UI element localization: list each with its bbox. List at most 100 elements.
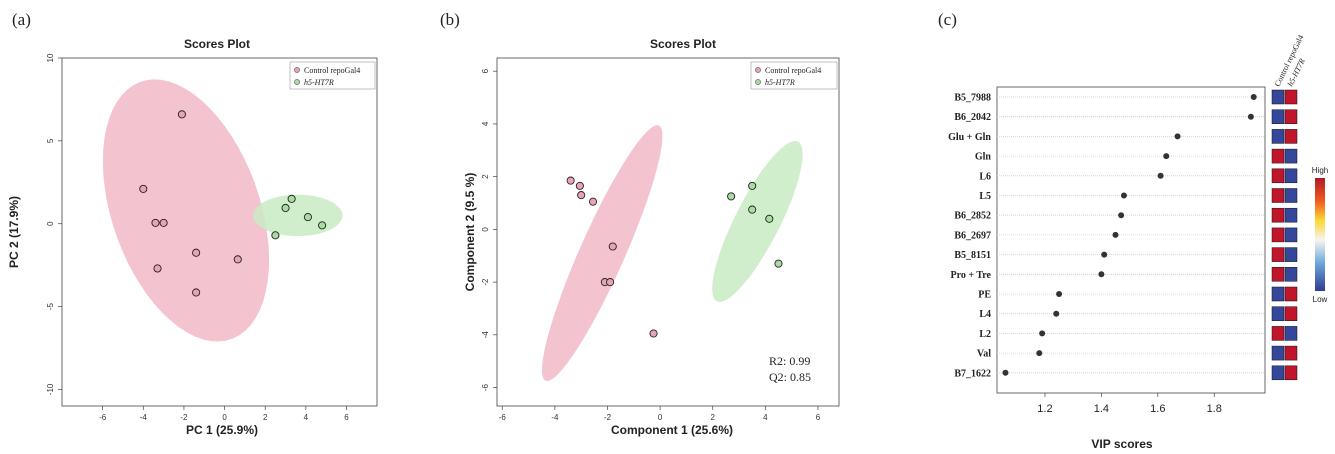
- vip-score-point: [1098, 271, 1105, 278]
- pca-treatment-point: [318, 221, 327, 230]
- pca-legend-treatment-label: h5-HT7R: [304, 78, 334, 87]
- vip-feature-label: B6_2697: [954, 230, 991, 241]
- pca-legend-treatment-swatch: [294, 79, 300, 85]
- vip-heatmap-cell: [1284, 345, 1298, 361]
- colorbar: [1315, 178, 1325, 291]
- vip-heatmap-cell: [1271, 267, 1285, 282]
- pca-treatment-point: [303, 213, 312, 222]
- plsda-x-tick-label: 4: [763, 413, 768, 422]
- plsda-treatment-point: [774, 259, 783, 268]
- vip-plot-frame: [996, 86, 1266, 394]
- pca-plot-frame: [61, 57, 378, 407]
- vip-heatmap-cell: [1284, 365, 1298, 381]
- vip-heatmap-cell: [1284, 306, 1298, 321]
- plsda-legend-box: [750, 61, 838, 90]
- vip-heatmap-cell: [1284, 188, 1298, 203]
- plsda-treatment-point: [748, 205, 757, 214]
- vip-heatmap-cell: [1271, 247, 1285, 262]
- vip-heatmap-cell: [1284, 207, 1298, 223]
- vip-x-tick-label: 1.6: [1150, 403, 1165, 415]
- plsda-x-tick-label: -2: [604, 413, 612, 422]
- plsda-y-axis-title: Component 2 (9.5 %): [463, 173, 477, 292]
- pca-control-point: [159, 218, 168, 227]
- vip-score-point: [1039, 330, 1046, 337]
- plsda-y-tick-label: 0: [481, 227, 490, 232]
- pca-y-tick-label: 10: [46, 53, 55, 62]
- plsda-x-tick-label: 6: [816, 413, 821, 422]
- vip-heatmap-cell: [1284, 148, 1298, 164]
- plsda-legend-treatment-swatch: [755, 79, 761, 85]
- vip-heatmap-cell: [1271, 188, 1285, 203]
- pca-x-tick-label: 4: [304, 413, 309, 422]
- vip-heatmap-cell: [1271, 207, 1285, 223]
- plsda-control-point: [566, 176, 575, 185]
- vip-feature-label: B7_1622: [954, 368, 991, 379]
- panel-c-letter: (c): [938, 10, 957, 29]
- plsda-y-tick-label: -2: [481, 278, 490, 286]
- plsda-y-tick-label: -4: [481, 331, 490, 339]
- pca-y-tick-label: 0: [46, 221, 55, 226]
- pca-treatment-point: [281, 203, 290, 213]
- vip-heatmap-cell: [1284, 326, 1298, 341]
- plsda-legend-control-swatch: [755, 67, 761, 73]
- pca-control-point: [139, 184, 148, 193]
- panel-a-letter: (a): [12, 10, 31, 29]
- plsda-control-confidence-ellipse: [542, 125, 663, 381]
- plsda-control-point: [649, 329, 658, 338]
- pca-control-confidence-ellipse: [102, 79, 270, 342]
- vip-score-point: [1112, 231, 1119, 238]
- vip-score-point: [1053, 310, 1060, 317]
- plsda-y-tick-label: -6: [481, 383, 490, 391]
- vip-x-tick-label: 1.4: [1094, 403, 1109, 415]
- plsda-y-tick-label: 2: [481, 174, 490, 179]
- colorbar-high-label: High: [1312, 166, 1328, 175]
- vip-score-point: [1250, 94, 1257, 100]
- pca-x-tick-label: -4: [140, 413, 148, 422]
- vip-score-point: [1036, 350, 1043, 357]
- pca-plot-title: Scores Plot: [184, 37, 250, 51]
- pca-control-point: [192, 288, 201, 297]
- plsda-control-point: [577, 191, 586, 200]
- pca-y-tick-label: -10: [46, 383, 55, 395]
- plsda-control-point: [608, 242, 617, 251]
- vip-feature-label: L5: [979, 191, 991, 202]
- pca-y-axis-title: PC 2 (17.9%): [7, 196, 21, 268]
- vip-feature-label: B6_2852: [954, 211, 991, 222]
- plsda-treatment-point: [727, 192, 736, 201]
- plsda-control-point: [606, 278, 615, 287]
- vip-heatmap-cell: [1271, 168, 1285, 184]
- vip-score-point: [1157, 172, 1164, 179]
- vip-heatmap-cell: [1284, 168, 1298, 184]
- plsda-plot-frame: [496, 57, 840, 407]
- vip-feature-label: Glu + Gln: [948, 132, 991, 143]
- plsda-control-point: [588, 197, 598, 206]
- plsda-r2-annotation: R2: 0.99: [769, 354, 810, 368]
- vip-feature-label: Gln: [975, 152, 992, 163]
- vip-feature-label: B5_7988: [954, 93, 991, 104]
- vip-feature-label: Pro + Tre: [950, 270, 991, 281]
- vip-x-axis-title: VIP scores: [1091, 437, 1152, 451]
- plsda-x-tick-label: -4: [551, 413, 559, 422]
- pca-x-tick-label: 0: [222, 413, 227, 422]
- vip-score-point: [1163, 153, 1170, 160]
- vip-score-point: [1002, 369, 1009, 376]
- pca-control-point: [192, 248, 201, 257]
- pca-legend-box: [289, 61, 376, 90]
- vip-feature-label: B5_8151: [954, 250, 991, 261]
- vip-feature-label: L6: [979, 171, 991, 182]
- plsda-scores-plot: Scores Plot -6 -4 -2 0 2 4 6 -6 -4 -2 0 2 4 6 Contro…: [463, 37, 840, 437]
- plsda-treatment-point: [765, 214, 774, 223]
- pca-x-axis-title: PC 1 (25.9%): [186, 423, 258, 437]
- pca-treatment-point: [271, 231, 280, 240]
- pca-control-point: [153, 264, 162, 273]
- pca-legend-control-label: Control repoGal4: [304, 66, 360, 75]
- pca-y-tick-label: -5: [46, 302, 55, 310]
- vip-score-point: [1101, 251, 1108, 258]
- vip-feature-label: PE: [978, 290, 991, 301]
- pca-legend-control-swatch: [294, 67, 300, 73]
- plsda-y-tick-label: 4: [481, 121, 490, 126]
- vip-score-point: [1056, 291, 1063, 297]
- vip-score-point: [1120, 192, 1127, 199]
- pca-x-tick-label: -6: [99, 413, 107, 422]
